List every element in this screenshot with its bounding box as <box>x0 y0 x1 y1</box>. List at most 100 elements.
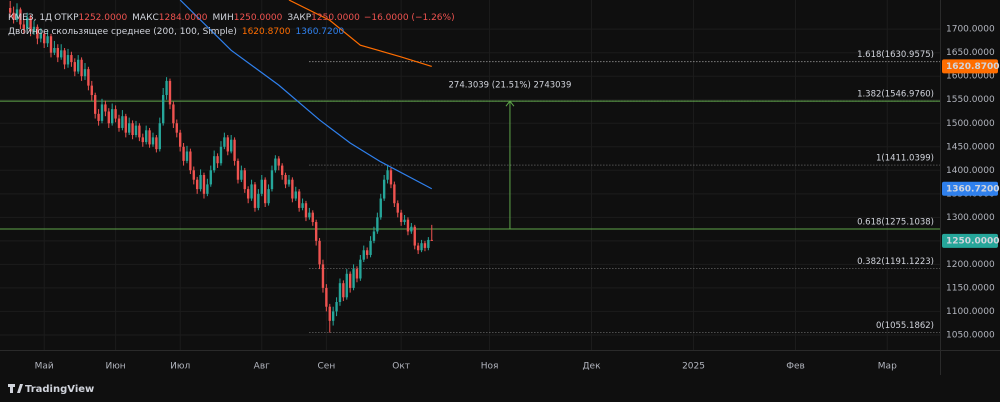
price-badge-label: 1620.8700 <box>946 62 1000 72</box>
header-indicator: Двойное скользящее среднее (200, 100, Si… <box>8 27 344 37</box>
candle-body <box>100 104 104 121</box>
candle-body <box>158 123 161 150</box>
candle-body <box>189 151 192 171</box>
candle-body <box>43 33 46 44</box>
candle-body <box>253 184 257 208</box>
candle-body <box>175 123 178 133</box>
candle-body <box>107 111 110 124</box>
y-tick-label: 1450.0000 <box>946 142 995 152</box>
candle-body <box>342 283 345 298</box>
candle-body <box>399 212 403 223</box>
candle-body <box>110 109 114 124</box>
candle-body <box>257 193 260 208</box>
candle-body <box>172 104 175 124</box>
indicator-value: 1360.7200 <box>296 27 345 37</box>
candle-body <box>127 123 131 133</box>
candle-body <box>325 287 328 307</box>
indicator-name: Двойное скользящее среднее (200, 100, Si… <box>8 27 237 37</box>
price-badge <box>942 59 998 74</box>
candle-body <box>90 85 93 96</box>
price-badge-label: 1250.0000 <box>946 236 1000 246</box>
candle-body <box>199 175 202 190</box>
candle-body <box>206 184 209 194</box>
x-tick-label: Авг <box>254 362 270 372</box>
candle-body <box>430 239 433 241</box>
x-tick-label: Сен <box>318 362 336 372</box>
candle-body <box>144 130 148 143</box>
candle-body <box>250 184 253 199</box>
y-tick-label: 1100.0000 <box>946 307 995 317</box>
candle-body <box>63 50 66 65</box>
ohlc-value: 1252.0000 <box>79 13 128 23</box>
candle-body <box>32 26 36 32</box>
candle-body <box>77 59 80 72</box>
candle-body <box>202 175 206 194</box>
candle-body <box>284 175 287 185</box>
fib-label: 1.618(1630.9575) <box>857 50 934 60</box>
plot: 1.618(1630.9575) 1.382(1546.9760) 1(1411.0… <box>0 0 940 350</box>
symbol: КМЕЗ, 1Д <box>8 13 52 23</box>
candle-body <box>19 9 22 25</box>
x-tick-label: Окт <box>392 362 410 372</box>
candle-body <box>9 7 12 13</box>
candle-body <box>355 269 359 279</box>
candle-body <box>335 302 338 312</box>
candle-body <box>359 259 362 279</box>
y-tick-label: 1150.0000 <box>946 283 995 293</box>
price-badge <box>942 181 998 196</box>
fib-label: 0(1055.1862) <box>876 321 934 331</box>
candle-body <box>294 191 297 199</box>
candle-body <box>161 95 165 124</box>
fib-label: 1(1411.0399) <box>876 154 934 164</box>
x-tick-label: Июн <box>105 362 125 372</box>
candle-body <box>352 269 355 288</box>
candle-body <box>311 212 314 223</box>
candle-body <box>420 243 423 251</box>
candle-body <box>87 69 90 86</box>
candle-body <box>372 231 376 241</box>
x-tick-label: Фев <box>786 362 805 372</box>
candle-body <box>94 95 97 114</box>
moving-average-line <box>288 0 432 67</box>
candle-body <box>406 219 410 232</box>
candle-body <box>229 139 233 152</box>
candle-body <box>60 50 63 58</box>
candle-body <box>216 156 219 164</box>
candle-body <box>243 170 246 190</box>
y-tick-label: 1400.0000 <box>946 166 995 176</box>
candle-body <box>168 80 172 105</box>
candle-body <box>260 179 263 194</box>
candle-body <box>365 250 369 255</box>
candle-body <box>270 170 274 190</box>
candle-body <box>308 212 311 218</box>
candle-body <box>80 59 83 77</box>
candle-body <box>22 24 25 30</box>
candle-body <box>291 179 294 199</box>
candle-body <box>114 109 117 119</box>
candle-body <box>192 170 195 180</box>
candle-body <box>348 273 352 288</box>
y-tick-label: 1050.0000 <box>946 330 995 340</box>
moving-average-line <box>179 0 433 190</box>
x-tick-label: Мар <box>878 362 897 372</box>
candle-body <box>410 226 413 232</box>
candle-body <box>362 250 365 260</box>
ohlc-key: МАКС <box>132 13 159 23</box>
candle-body <box>124 116 127 133</box>
candle-body <box>178 132 182 147</box>
candle-body <box>73 62 76 72</box>
indicator-value: 1620.8700 <box>242 27 291 37</box>
candle-body <box>138 125 141 138</box>
candle-body <box>12 12 15 20</box>
candle-body <box>240 170 243 180</box>
candle-body <box>155 137 158 150</box>
ohlc-key: МИН <box>212 13 233 23</box>
candle-body <box>376 217 379 232</box>
x-tick-label: 2025 <box>682 362 705 372</box>
ohlc-change: −16.0000 (−1.26%) <box>364 13 455 23</box>
candle-body <box>321 264 325 288</box>
y-tick-label: 1600.0000 <box>946 72 995 82</box>
candle-body <box>403 219 406 223</box>
candle-body <box>141 137 144 143</box>
